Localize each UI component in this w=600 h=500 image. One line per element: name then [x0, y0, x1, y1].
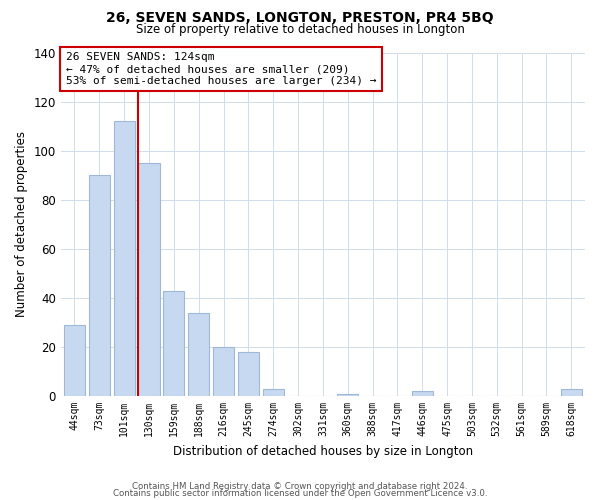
Bar: [89, 175, 110, 396]
Bar: [238, 352, 259, 396]
Bar: [163, 290, 184, 396]
Bar: [113, 121, 135, 396]
Text: Size of property relative to detached houses in Longton: Size of property relative to detached ho…: [136, 22, 464, 36]
Bar: [412, 391, 433, 396]
Text: 26 SEVEN SANDS: 124sqm
← 47% of detached houses are smaller (209)
53% of semi-de: 26 SEVEN SANDS: 124sqm ← 47% of detached…: [66, 52, 377, 86]
Bar: [561, 388, 582, 396]
Bar: [188, 312, 209, 396]
Y-axis label: Number of detached properties: Number of detached properties: [15, 132, 28, 318]
Text: Contains HM Land Registry data © Crown copyright and database right 2024.: Contains HM Land Registry data © Crown c…: [132, 482, 468, 491]
X-axis label: Distribution of detached houses by size in Longton: Distribution of detached houses by size …: [173, 444, 473, 458]
Bar: [139, 163, 160, 396]
Bar: [64, 325, 85, 396]
Text: Contains public sector information licensed under the Open Government Licence v3: Contains public sector information licen…: [113, 490, 487, 498]
Bar: [213, 347, 234, 396]
Text: 26, SEVEN SANDS, LONGTON, PRESTON, PR4 5BQ: 26, SEVEN SANDS, LONGTON, PRESTON, PR4 5…: [106, 11, 494, 25]
Bar: [337, 394, 358, 396]
Bar: [263, 388, 284, 396]
